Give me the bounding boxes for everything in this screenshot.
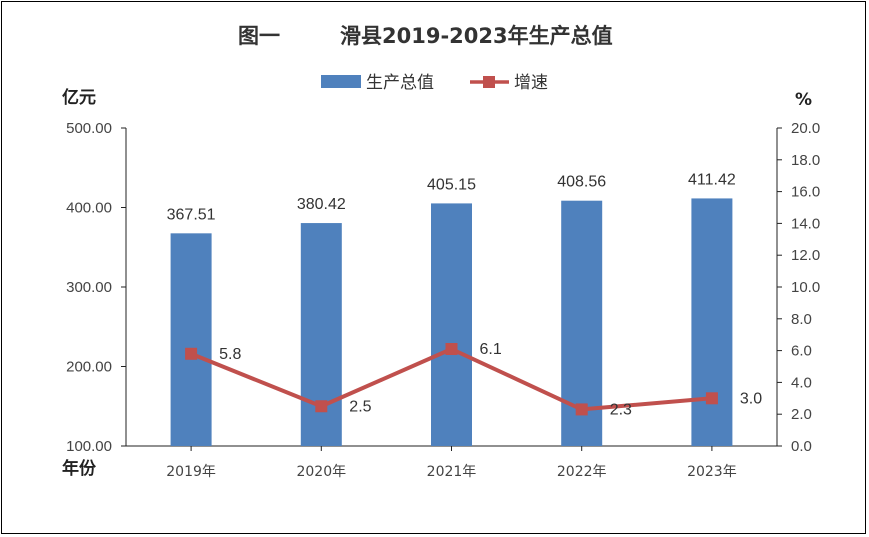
x-tick-label: 2019年 <box>166 464 216 480</box>
legend-line-label: 增速 <box>514 73 548 93</box>
line-data-label: 2.5 <box>349 398 371 415</box>
line-data-label: 6.1 <box>480 341 502 358</box>
line-marker <box>445 343 458 356</box>
x-unit: 年份 <box>62 458 97 479</box>
legend: 生产总值 增速 <box>321 73 548 93</box>
y-left-tick-label: 200.00 <box>66 359 112 376</box>
x-tick-label: 2021年 <box>427 464 477 480</box>
bar <box>300 223 342 446</box>
y-right-tick-label: 18.0 <box>791 152 820 169</box>
bar <box>691 198 733 446</box>
y-left-tick-label: 400.00 <box>66 200 112 217</box>
line-data-label: 5.8 <box>219 346 241 363</box>
x-tick-label: 2023年 <box>687 464 737 480</box>
bar-data-label: 405.15 <box>427 176 476 193</box>
line-data-label: 2.3 <box>610 401 632 418</box>
legend-bar-label: 生产总值 <box>366 73 434 93</box>
y-right-tick-label: 2.0 <box>791 406 812 423</box>
bar-data-label: 367.51 <box>167 206 216 223</box>
y-right-tick-label: 20.0 <box>791 120 820 137</box>
y-right-tick-label: 14.0 <box>791 215 820 232</box>
legend-bar-swatch <box>321 75 361 88</box>
y-right-tick-label: 6.0 <box>791 343 812 360</box>
y-left-unit: 亿元 <box>62 87 96 108</box>
bar-series <box>170 198 733 446</box>
line-marker <box>315 400 328 413</box>
bar-data-label: 380.42 <box>297 196 346 213</box>
y-right-unit: % <box>795 90 812 110</box>
chart-title: 滑县2019-2023年生产总值 <box>340 24 613 48</box>
x-tick-label: 2022年 <box>557 464 607 480</box>
y-right-tick-label: 10.0 <box>791 279 820 296</box>
line-series <box>185 343 718 416</box>
y-right-tick-label: 12.0 <box>791 247 820 264</box>
bar <box>431 203 472 446</box>
legend-line-marker <box>483 76 495 88</box>
y-left-tick-label: 100.00 <box>66 438 112 455</box>
bar <box>170 233 212 446</box>
y-left-tick-label: 500.00 <box>66 120 112 137</box>
data-labels: 367.51 380.42 405.15 408.56 411.42 5.8 2.5 6.1 2… <box>167 171 763 418</box>
line-marker <box>575 403 588 416</box>
bar-data-label: 408.56 <box>557 174 606 191</box>
x-tick-label: 2020年 <box>296 464 346 480</box>
y-right-tick-label: 0.0 <box>791 438 812 455</box>
line-data-label: 3.0 <box>740 390 762 407</box>
line-marker <box>705 392 718 405</box>
y-right-tick-label: 16.0 <box>791 184 820 201</box>
y-left-tick-label: 300.00 <box>66 279 112 296</box>
chart-title-prefix: 图一 <box>238 24 280 48</box>
line-marker <box>185 347 198 360</box>
axes: 100.00 200.00 300.00 400.00 500.00 0.0 2.0 4.0 6… <box>66 120 820 480</box>
bar-data-label: 411.42 <box>688 171 736 188</box>
y-right-tick-label: 4.0 <box>791 374 812 391</box>
y-right-tick-label: 8.0 <box>791 311 812 328</box>
